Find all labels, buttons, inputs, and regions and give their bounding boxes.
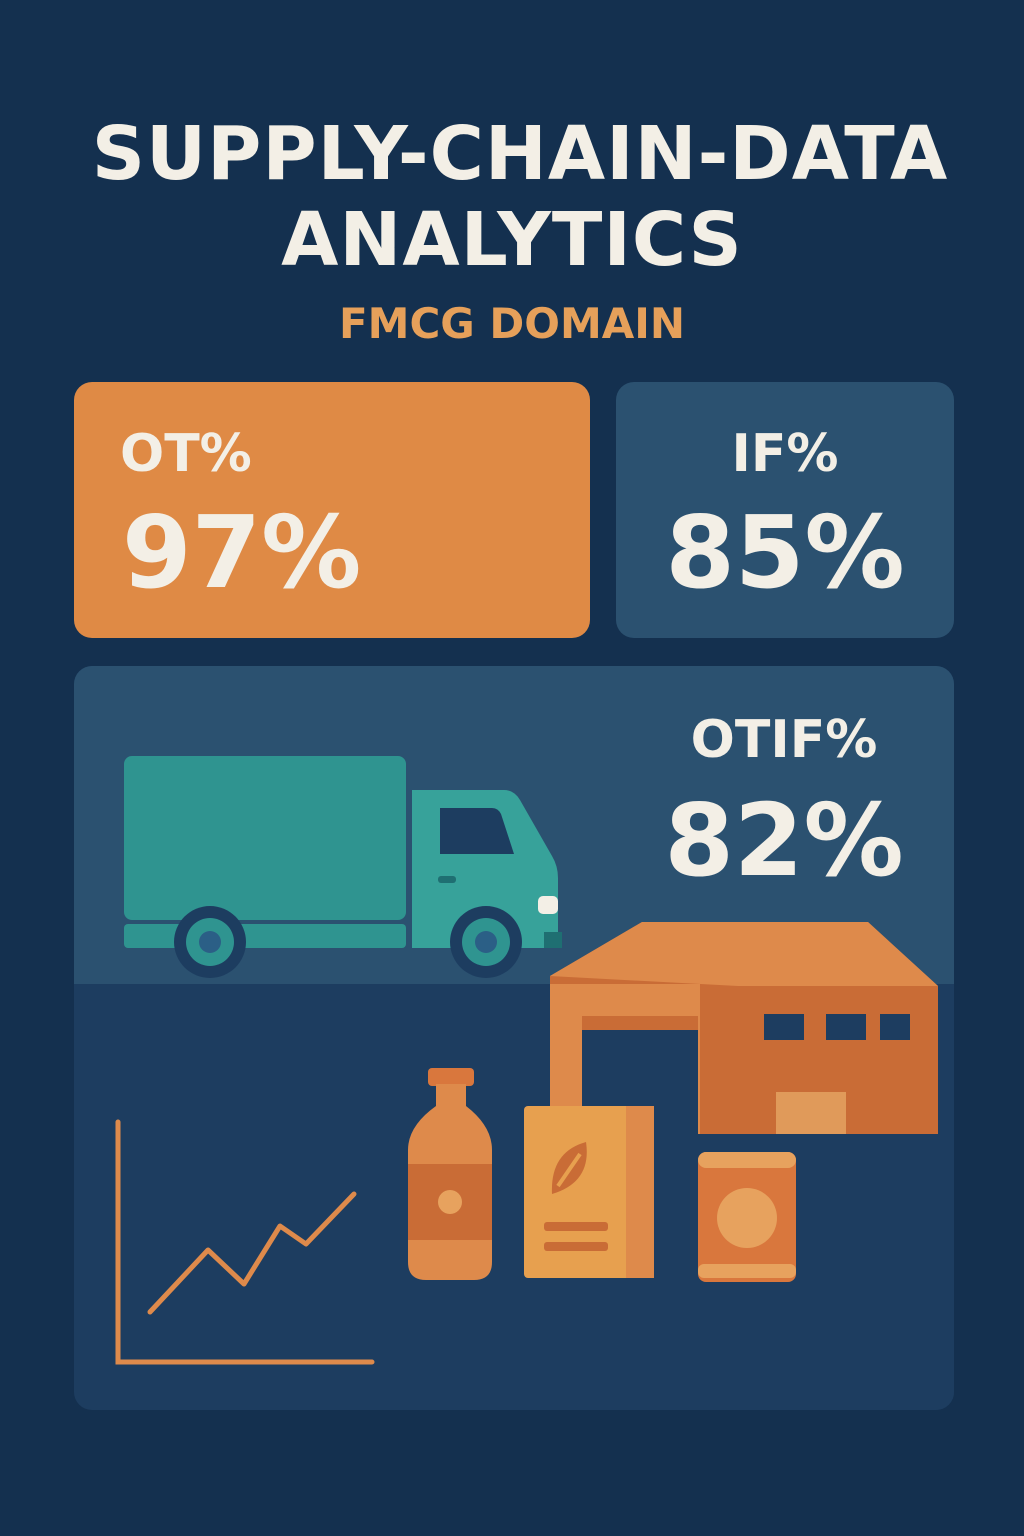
warehouse-icon (550, 922, 938, 1134)
bottle-icon (408, 1068, 492, 1280)
trend-chart-icon (115, 1119, 375, 1365)
if-metric-card: IF% 85% (616, 382, 954, 638)
can-icon (698, 1152, 796, 1282)
otif-illustration-card: OTIF% 82% (74, 666, 954, 1410)
if-metric-value: 85% (665, 494, 905, 611)
supply-chain-illustration (115, 756, 954, 1410)
if-metric-label: IF% (731, 424, 839, 484)
page-title-line-1: SUPPLY-CHAIN-DATA (91, 111, 949, 197)
ot-metric-label: OT% (120, 424, 252, 484)
page-title-line-2: ANALYTICS (281, 197, 743, 283)
page-subtitle: FMCG DOMAIN (338, 299, 686, 348)
otif-metric-label: OTIF% (690, 710, 878, 770)
cereal-box-icon (524, 1106, 654, 1278)
truck-icon (124, 756, 562, 978)
ot-metric-card: OT% 97% (74, 382, 590, 638)
otif-metric-value: 82% (664, 782, 904, 899)
ot-metric-value: 97% (122, 494, 362, 611)
